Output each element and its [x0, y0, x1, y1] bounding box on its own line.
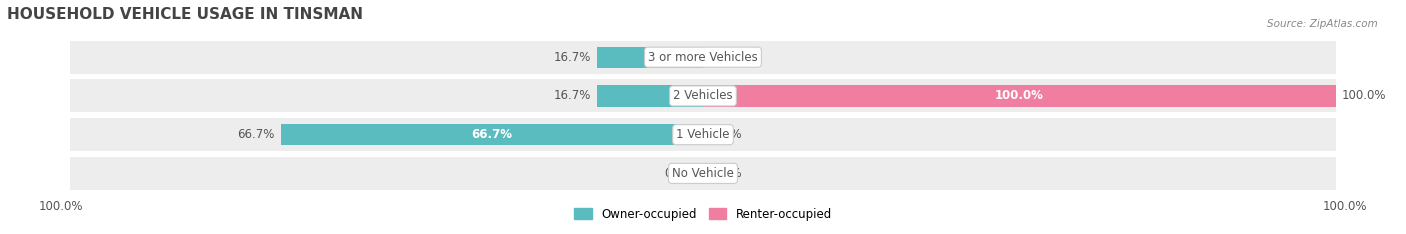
- Text: 0.0%: 0.0%: [664, 167, 693, 180]
- Text: No Vehicle: No Vehicle: [672, 167, 734, 180]
- Text: 16.7%: 16.7%: [554, 51, 591, 64]
- Bar: [598, 85, 703, 106]
- Text: 3 or more Vehicles: 3 or more Vehicles: [648, 51, 758, 64]
- Bar: [703, 118, 1336, 151]
- Text: 16.7%: 16.7%: [554, 89, 591, 102]
- Legend: Owner-occupied, Renter-occupied: Owner-occupied, Renter-occupied: [569, 203, 837, 225]
- Bar: [703, 41, 1336, 74]
- Text: 0.0%: 0.0%: [713, 51, 742, 64]
- Bar: [70, 157, 703, 190]
- Text: 0.0%: 0.0%: [713, 167, 742, 180]
- Text: 0.0%: 0.0%: [713, 128, 742, 141]
- Bar: [70, 118, 703, 151]
- Text: 66.7%: 66.7%: [238, 128, 274, 141]
- Text: Source: ZipAtlas.com: Source: ZipAtlas.com: [1267, 19, 1378, 29]
- Text: HOUSEHOLD VEHICLE USAGE IN TINSMAN: HOUSEHOLD VEHICLE USAGE IN TINSMAN: [7, 7, 363, 22]
- Bar: [703, 80, 1336, 112]
- Bar: [703, 85, 1336, 106]
- Text: 1 Vehicle: 1 Vehicle: [676, 128, 730, 141]
- Text: 100.0%: 100.0%: [1343, 89, 1386, 102]
- Text: 100.0%: 100.0%: [995, 89, 1043, 102]
- Text: 100.0%: 100.0%: [38, 200, 83, 213]
- Text: 2 Vehicles: 2 Vehicles: [673, 89, 733, 102]
- Text: 100.0%: 100.0%: [1323, 200, 1368, 213]
- Bar: [598, 47, 703, 68]
- Bar: [70, 41, 703, 74]
- Bar: [703, 157, 1336, 190]
- Bar: [70, 80, 703, 112]
- Bar: [281, 124, 703, 145]
- Text: 66.7%: 66.7%: [471, 128, 512, 141]
